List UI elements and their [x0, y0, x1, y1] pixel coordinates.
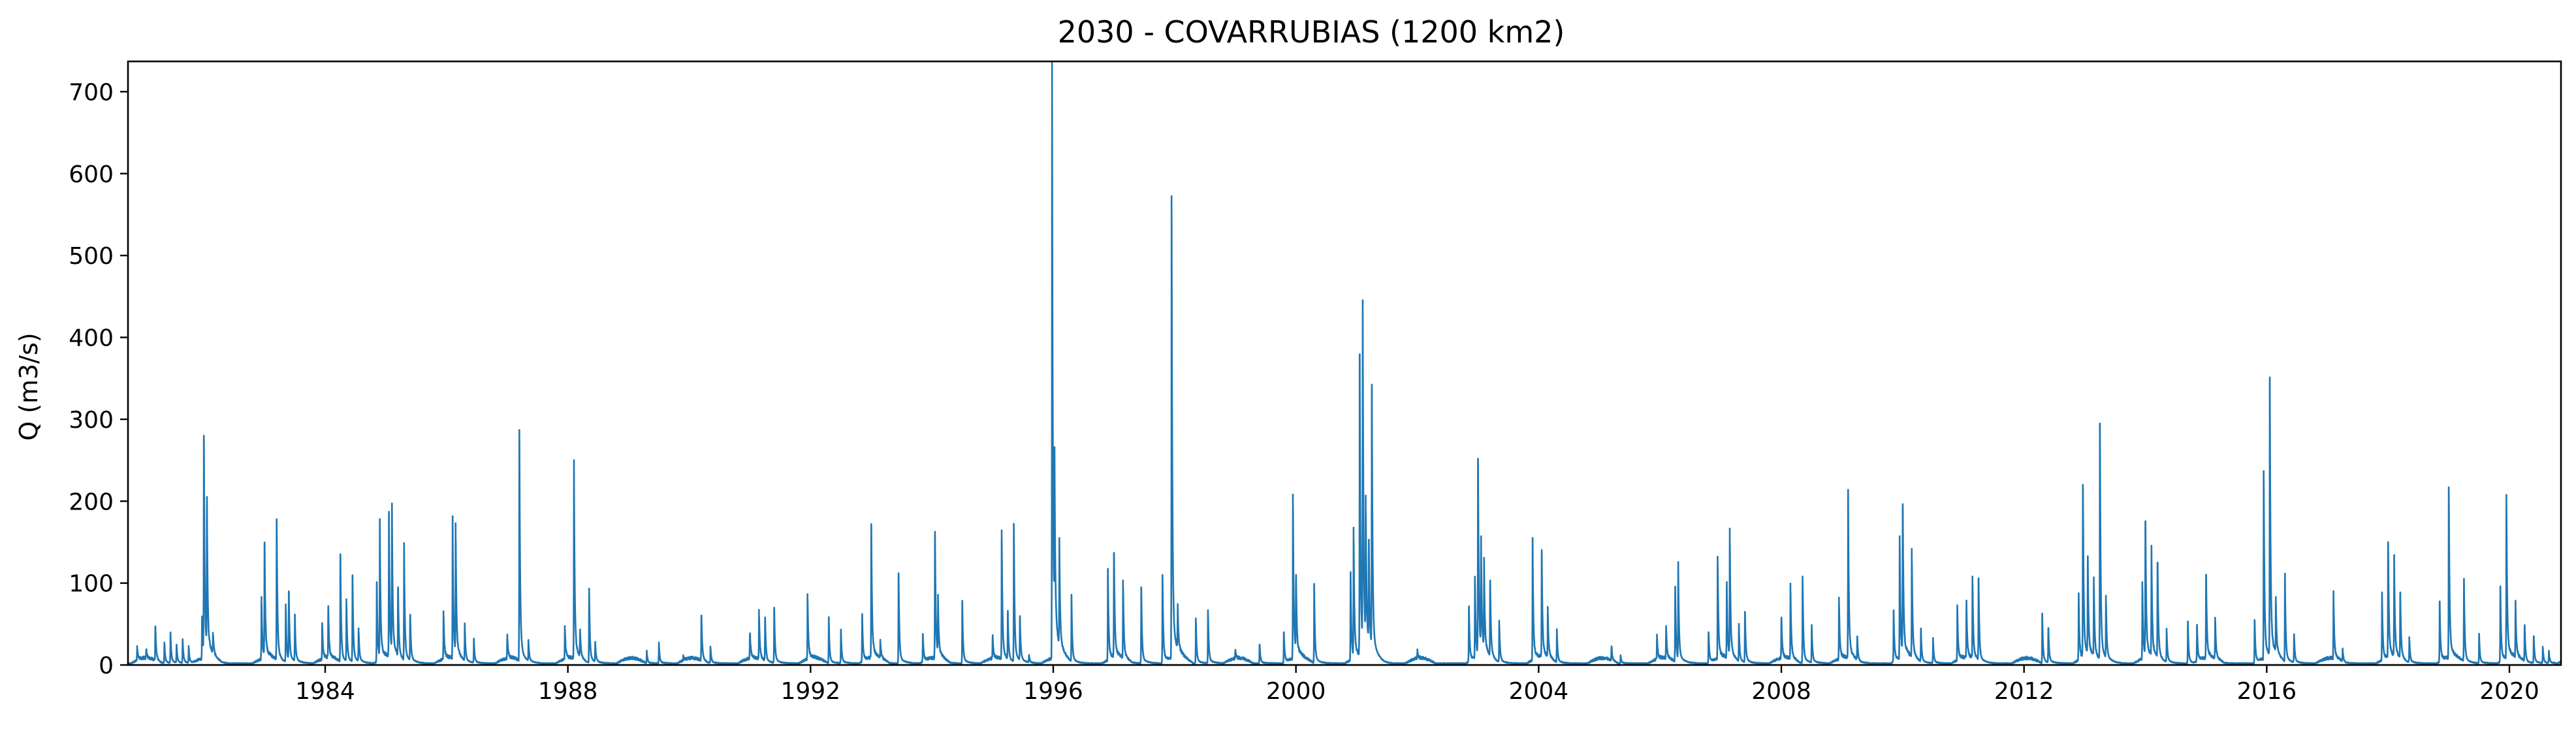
x-tick-label: 1992: [781, 678, 841, 705]
y-tick-label: 200: [69, 489, 114, 515]
plot-frame: [127, 60, 2562, 666]
x-tick-label: 2008: [1751, 678, 1811, 705]
plot-background: [128, 61, 2561, 665]
y-axis-ticks: 0 100 200 300 400 500 600 700: [69, 79, 128, 679]
x-tick-label: 2004: [1509, 678, 1569, 705]
x-tick-label: 2000: [1266, 678, 1326, 705]
x-tick-label: 2020: [2479, 678, 2539, 705]
y-tick-label: 100: [69, 571, 114, 598]
x-tick-label: 2012: [1994, 678, 2054, 705]
y-tick-label: 600: [69, 161, 114, 188]
x-tick-label: 1984: [295, 678, 355, 705]
y-tick-label: 500: [69, 243, 114, 270]
y-tick-label: 400: [69, 325, 114, 352]
y-tick-label: 0: [99, 653, 114, 679]
y-tick-label: 700: [69, 79, 114, 106]
series-line-discharge: [127, 60, 2562, 665]
plot-area: [127, 60, 2562, 666]
x-axis-ticks: 1984 1988 1992 1996 2000 2004 2008 2012 2016 2020: [295, 665, 2539, 705]
y-axis-label: Q (m3/s): [14, 332, 43, 440]
x-tick-label: 1996: [1023, 678, 1083, 705]
y-tick-label: 300: [69, 407, 114, 434]
x-tick-label: 2016: [2237, 678, 2297, 705]
chart-title: 2030 - COVARRUBIAS (1200 km2): [1058, 14, 1565, 50]
x-tick-label: 1988: [538, 678, 598, 705]
